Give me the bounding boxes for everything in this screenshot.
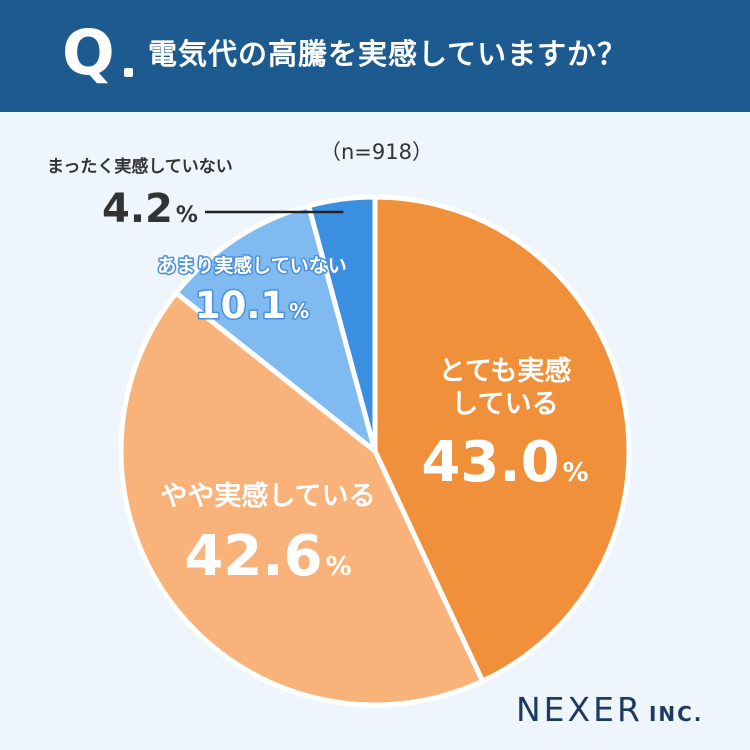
slice-value-label: 4.2% xyxy=(102,186,198,232)
slice-value-number: 43.0 xyxy=(421,430,559,495)
q-mark: Q xyxy=(62,16,115,89)
slice-label-not-really-feel: あまり実感していない 10.1% xyxy=(156,253,348,329)
question-title: 電気代の高騰を実感していますか？ xyxy=(148,37,628,71)
pie-slice-not-really-feel xyxy=(173,203,378,454)
slice-label-somewhat-feel: やや実感している 42.6% xyxy=(160,480,375,589)
slice-value-label: 43.0% xyxy=(421,430,588,495)
slice-category-label: まったく実感していない xyxy=(47,156,233,177)
pie-slice-not-at-all-feel xyxy=(306,194,378,454)
slice-value-number: 42.6 xyxy=(184,524,322,589)
slice-value-number: 4.2 xyxy=(102,186,173,232)
slice-label-not-at-all-feel: まったく実感していない 4.2% xyxy=(47,156,233,232)
brand-logo: NEXER INC. xyxy=(516,690,703,736)
slice-value-unit: % xyxy=(176,203,198,228)
slice-value-unit: % xyxy=(289,299,309,323)
brand-name: NEXER xyxy=(516,690,643,729)
slice-category-label: とても実感 xyxy=(439,355,572,387)
brand-suffix: INC. xyxy=(648,702,704,726)
slice-value-unit: % xyxy=(563,458,589,488)
slice-value-label: 42.6% xyxy=(184,524,351,589)
slice-value-label: 10.1% xyxy=(195,284,309,327)
q-dot-decoration xyxy=(124,68,133,77)
sample-size-label: （n=918） xyxy=(320,140,433,164)
pie-slice-strongly-feel xyxy=(372,194,632,684)
slice-category-label: やや実感している xyxy=(160,480,375,512)
pie-slice-somewhat-feel xyxy=(118,290,486,708)
slice-value-unit: % xyxy=(326,552,352,582)
slice-value-number: 10.1 xyxy=(195,284,286,327)
slice-category-label: している xyxy=(451,389,558,420)
slice-category-label: あまり実感していない xyxy=(157,254,346,277)
header-banner: Q 電気代の高騰を実感していますか？ xyxy=(0,0,750,112)
